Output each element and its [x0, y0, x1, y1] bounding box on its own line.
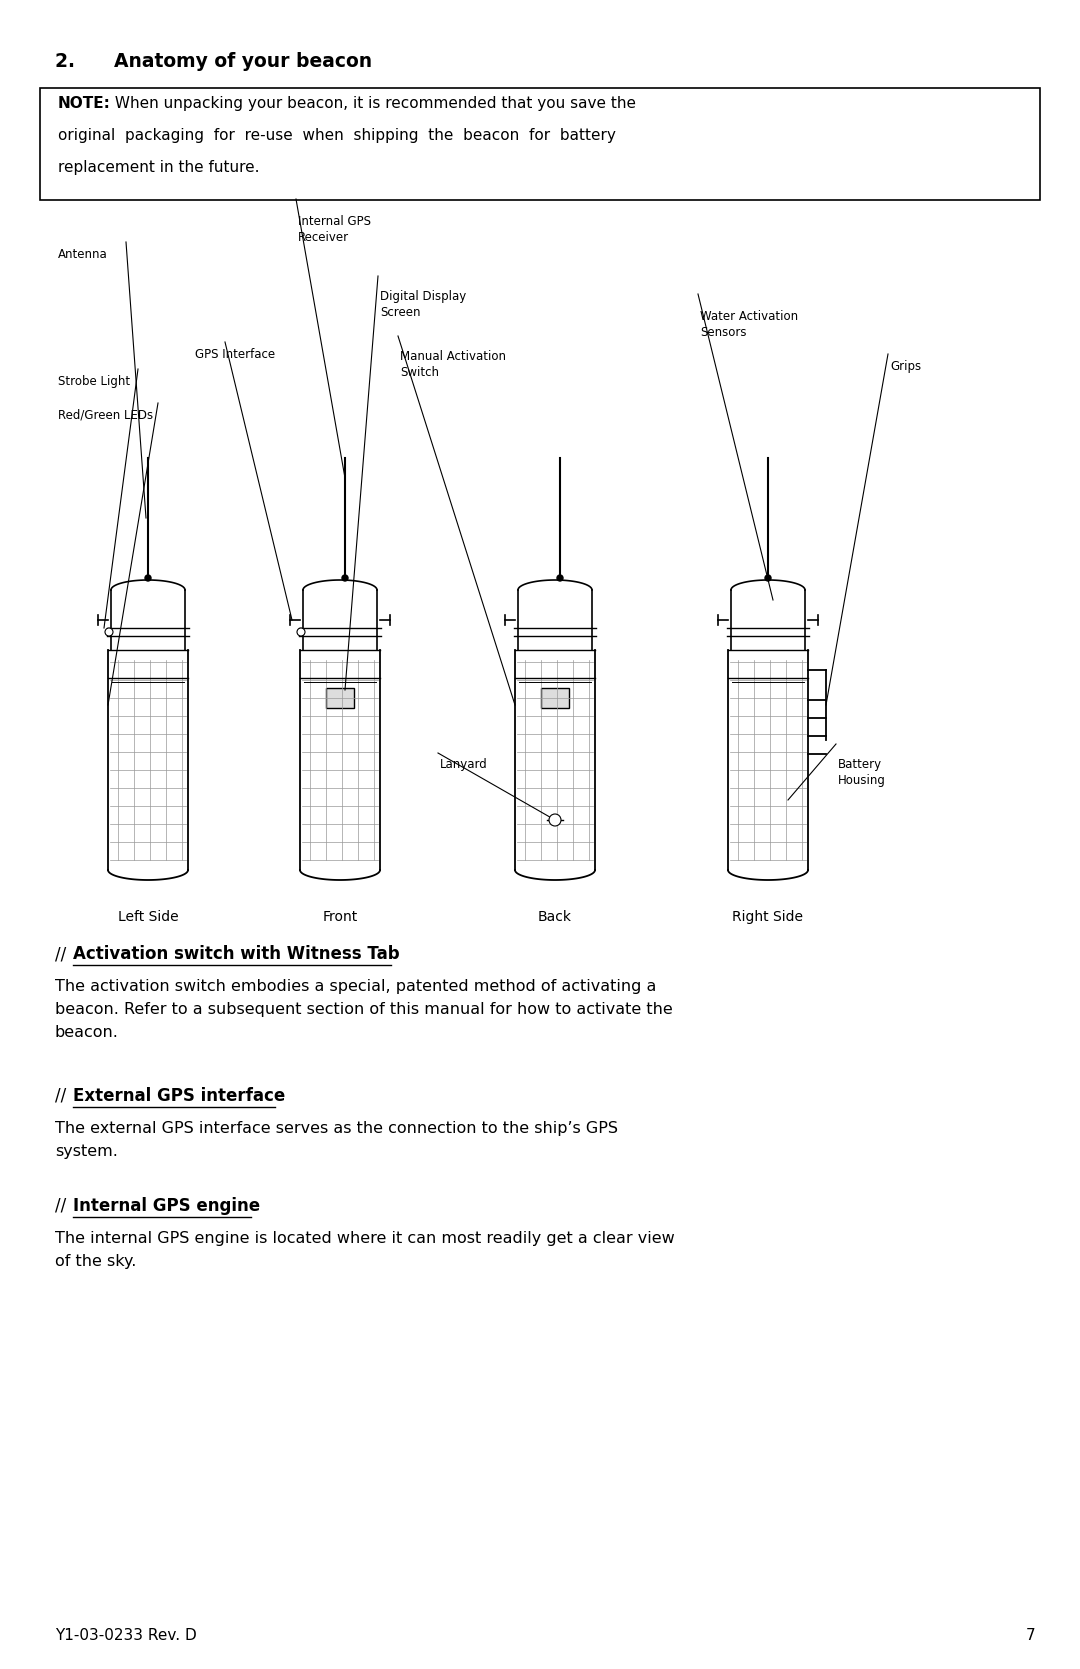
Text: Back: Back: [538, 910, 572, 925]
Text: 7: 7: [1025, 1627, 1035, 1642]
Text: Internal GPS
Receiver: Internal GPS Receiver: [298, 215, 372, 244]
Text: Right Side: Right Side: [732, 910, 804, 925]
Text: Strobe Light: Strobe Light: [58, 376, 130, 387]
Text: Grips: Grips: [890, 361, 921, 372]
Text: //: //: [55, 1197, 71, 1215]
Text: Water Activation
Sensors: Water Activation Sensors: [700, 310, 798, 339]
Circle shape: [765, 576, 771, 581]
Text: Antenna: Antenna: [58, 249, 108, 260]
Text: //: //: [55, 945, 71, 963]
Text: //: //: [55, 1087, 71, 1105]
Bar: [541, 688, 569, 708]
Text: original  packaging  for  re-use  when  shipping  the  beacon  for  battery: original packaging for re-use when shipp…: [58, 129, 616, 144]
Text: NOTE:: NOTE:: [58, 97, 111, 112]
Text: Front: Front: [322, 910, 357, 925]
Text: Internal GPS engine: Internal GPS engine: [73, 1197, 260, 1215]
Text: Manual Activation
Switch: Manual Activation Switch: [400, 350, 507, 379]
Text: GPS Interface: GPS Interface: [195, 349, 275, 361]
Text: 2.      Anatomy of your beacon: 2. Anatomy of your beacon: [55, 52, 373, 72]
Circle shape: [549, 814, 561, 826]
Text: When unpacking your beacon, it is recommended that you save the: When unpacking your beacon, it is recomm…: [110, 97, 636, 112]
Circle shape: [297, 628, 305, 636]
Text: The activation switch embodies a special, patented method of activating a
beacon: The activation switch embodies a special…: [55, 980, 673, 1040]
Text: Lanyard: Lanyard: [440, 758, 488, 771]
Text: Battery
Housing: Battery Housing: [838, 758, 886, 788]
Circle shape: [342, 576, 348, 581]
Circle shape: [557, 576, 563, 581]
Text: Left Side: Left Side: [118, 910, 178, 925]
Text: Y1-03-0233 Rev. D: Y1-03-0233 Rev. D: [55, 1627, 197, 1642]
Text: The external GPS interface serves as the connection to the ship’s GPS
system.: The external GPS interface serves as the…: [55, 1122, 618, 1158]
Circle shape: [105, 628, 113, 636]
Bar: [326, 688, 354, 708]
Text: Activation switch with Witness Tab: Activation switch with Witness Tab: [73, 945, 400, 963]
Text: Red/Green LEDs: Red/Green LEDs: [58, 407, 153, 421]
Circle shape: [145, 576, 151, 581]
Text: replacement in the future.: replacement in the future.: [58, 160, 259, 175]
Text: Digital Display
Screen: Digital Display Screen: [380, 290, 467, 319]
Text: The internal GPS engine is located where it can most readily get a clear view
of: The internal GPS engine is located where…: [55, 1232, 675, 1268]
Text: External GPS interface: External GPS interface: [73, 1087, 285, 1105]
Bar: [40, 88, 1040, 200]
